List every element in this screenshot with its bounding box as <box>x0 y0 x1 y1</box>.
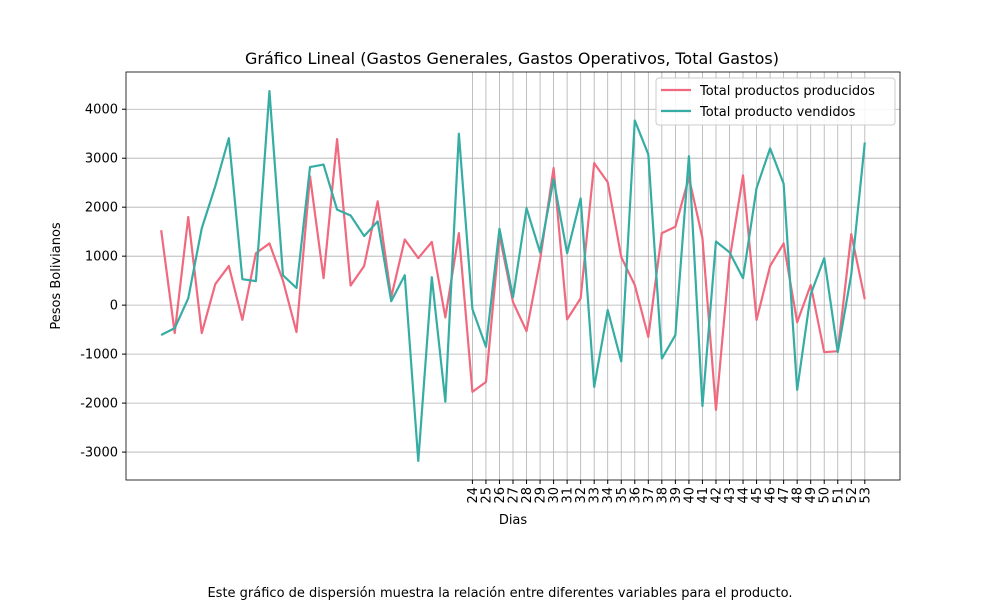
x-tick-label: 27 <box>507 487 522 504</box>
x-tick-label: 43 <box>723 487 738 504</box>
y-tick-label: 4000 <box>85 103 118 118</box>
x-tick-label: 51 <box>831 487 846 504</box>
x-tick-label: 28 <box>520 487 535 504</box>
y-tick-label: 2000 <box>85 201 118 216</box>
x-tick-label: 31 <box>561 487 576 504</box>
x-tick-label: 37 <box>642 487 657 504</box>
y-tick-label: 3000 <box>85 152 118 167</box>
x-tick-label: 48 <box>791 487 806 504</box>
y-tick-label: -2000 <box>80 397 118 412</box>
x-tick-label: 25 <box>479 487 494 504</box>
x-tick-label: 39 <box>669 487 684 504</box>
plot-frame <box>125 71 901 481</box>
y-tick-label: -1000 <box>80 348 118 363</box>
x-tick-label: 49 <box>804 487 819 504</box>
data-line <box>160 90 866 462</box>
chart-title: Gráfico Lineal (Gastos Generales, Gastos… <box>245 49 779 68</box>
y-axis-label: Pesos Bolivianos <box>49 222 64 330</box>
data-line <box>160 138 866 412</box>
x-tick-label: 52 <box>845 487 860 504</box>
x-tick-label: 40 <box>682 487 697 504</box>
x-axis-label: Dias <box>499 513 528 528</box>
x-tick-label: 26 <box>493 487 508 504</box>
x-tick-label: 46 <box>764 487 779 504</box>
y-tick-label: 1000 <box>85 250 118 265</box>
x-tick-label: 29 <box>534 487 549 504</box>
x-tick-label: 35 <box>615 487 630 504</box>
x-tick-label: 44 <box>737 487 752 504</box>
legend-label: Total productos producidos <box>699 84 875 99</box>
x-tick-label: 42 <box>709 487 724 504</box>
x-tick-label: 36 <box>628 487 643 504</box>
y-tick-label: 0 <box>110 299 118 314</box>
x-tick-label: 34 <box>601 487 616 504</box>
y-tick-label: -3000 <box>80 446 118 461</box>
x-tick-label: 24 <box>466 487 481 504</box>
legend-label: Total producto vendidos <box>699 105 856 120</box>
x-tick-label: 53 <box>858 487 873 504</box>
legend-box <box>655 77 896 126</box>
x-tick-label: 45 <box>750 487 765 504</box>
x-tick-label: 32 <box>574 487 589 504</box>
x-tick-label: 30 <box>547 487 562 504</box>
x-tick-label: 50 <box>818 487 833 504</box>
x-tick-label: 38 <box>655 487 670 504</box>
caption: Este gráfico de dispersión muestra la re… <box>207 586 792 600</box>
x-tick-label: 33 <box>588 487 603 504</box>
x-tick-label: 47 <box>777 487 792 504</box>
x-tick-label: 41 <box>696 487 711 504</box>
